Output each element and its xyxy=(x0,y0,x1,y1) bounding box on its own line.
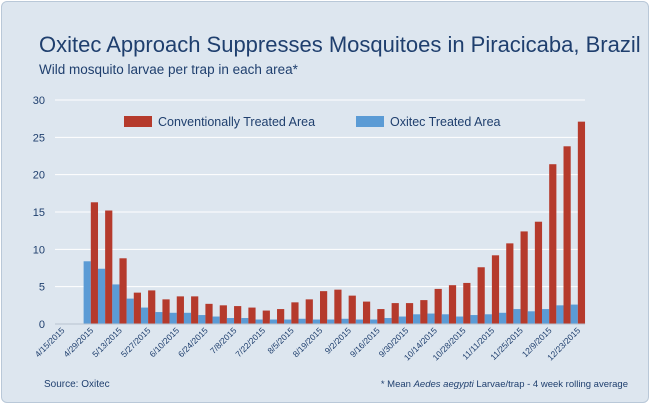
y-tick-label: 15 xyxy=(33,207,45,219)
bar-oxitec xyxy=(556,305,564,324)
bar-conventional xyxy=(491,255,500,324)
bar-oxitec xyxy=(255,319,263,324)
bar-conventional xyxy=(320,291,328,324)
bar-conventional xyxy=(563,146,571,324)
bar-conventional xyxy=(133,292,141,324)
bar-oxitec xyxy=(183,312,192,324)
footnote-species: Aedes aegypti xyxy=(413,379,474,390)
bar-conventional xyxy=(463,282,471,324)
bar-oxitec xyxy=(83,261,91,324)
bar-conventional xyxy=(248,307,256,324)
bar-oxitec xyxy=(499,312,507,324)
bar-oxitec xyxy=(284,319,292,324)
footnote: * Mean Aedes aegypti Larvae/trap - 4 wee… xyxy=(381,379,628,390)
bar-conventional xyxy=(577,121,586,324)
bar-oxitec xyxy=(456,316,464,324)
bar-conventional xyxy=(119,258,127,324)
bar-oxitec xyxy=(541,309,550,324)
bar-conventional xyxy=(205,303,213,324)
legend-label-conventional: Conventionally Treated Area xyxy=(158,115,315,129)
footnote-suffix: Larvae/trap - 4 week rolling average xyxy=(473,379,628,390)
bar-conventional xyxy=(549,164,557,324)
x-tick-label: 6/24/2015 xyxy=(176,325,210,359)
bar-conventional xyxy=(162,299,170,324)
bar-oxitec xyxy=(140,307,149,324)
x-tick-label: 4/29/2015 xyxy=(61,325,95,359)
x-tick-label: 9/16/2015 xyxy=(348,325,382,359)
chart-subtitle: Wild mosquito larvae per trap in each ar… xyxy=(39,62,298,77)
bar-oxitec xyxy=(212,316,220,324)
legend-swatch-conventional xyxy=(124,116,152,127)
bar-conventional xyxy=(448,285,457,324)
bar-conventional xyxy=(234,306,242,324)
bar-oxitec xyxy=(513,309,521,324)
bar-conventional xyxy=(391,303,399,324)
y-tick-label: 10 xyxy=(33,244,45,256)
legend-label-oxitec: Oxitec Treated Area xyxy=(390,115,501,129)
bar-conventional xyxy=(305,299,313,324)
bar-conventional xyxy=(348,295,356,324)
bar-conventional xyxy=(277,309,285,324)
bar-conventional xyxy=(520,231,528,324)
bar-oxitec xyxy=(241,318,249,324)
bar-conventional xyxy=(377,309,385,324)
bar-oxitec xyxy=(484,314,492,324)
bar-oxitec xyxy=(198,315,206,324)
bar-oxitec xyxy=(441,314,449,324)
bar-oxitec xyxy=(126,298,134,324)
source-note: Source: Oxitec xyxy=(44,379,110,390)
bar-conventional xyxy=(506,243,514,324)
bar-oxitec xyxy=(327,319,335,324)
legend-swatch-oxitec xyxy=(356,116,384,127)
bar-conventional xyxy=(105,210,113,324)
bar-conventional xyxy=(90,202,99,324)
x-tick-label: 6/10/2015 xyxy=(147,325,181,359)
bar-oxitec xyxy=(527,311,535,324)
bar-oxitec xyxy=(398,316,406,324)
y-tick-label: 20 xyxy=(33,170,45,182)
bar-oxitec xyxy=(312,319,320,324)
bar-oxitec xyxy=(226,318,235,324)
y-tick-label: 30 xyxy=(33,95,45,107)
bar-oxitec xyxy=(97,268,106,324)
y-tick-label: 0 xyxy=(39,319,45,331)
bar-conventional xyxy=(262,310,270,324)
bar-conventional xyxy=(420,300,428,324)
chart-title: Oxitec Approach Suppresses Mosquitoes in… xyxy=(39,32,641,57)
bar-conventional xyxy=(219,305,227,324)
y-tick-label: 5 xyxy=(39,282,45,294)
x-tick-label: 4/15/2015 xyxy=(33,325,67,359)
bar-conventional xyxy=(148,290,156,324)
bar-oxitec xyxy=(470,315,478,324)
bar-conventional xyxy=(362,301,371,324)
bar-oxitec xyxy=(570,304,578,324)
bar-oxitec xyxy=(427,313,435,324)
bar-conventional xyxy=(191,296,199,324)
bar-oxitec xyxy=(269,319,278,324)
bar-oxitec xyxy=(370,319,378,324)
bar-conventional xyxy=(434,288,442,324)
x-tick-label: 5/13/2015 xyxy=(90,325,124,359)
bar-conventional xyxy=(477,267,485,324)
bar-oxitec xyxy=(341,318,349,324)
bar-conventional xyxy=(176,296,184,324)
bar-oxitec xyxy=(413,314,421,324)
bar-conventional xyxy=(405,303,414,324)
bar-oxitec xyxy=(384,318,392,324)
x-tick-label: 5/27/2015 xyxy=(119,325,153,359)
bar-oxitec xyxy=(169,312,177,324)
footnote-prefix: * Mean xyxy=(380,379,414,390)
bar-oxitec xyxy=(155,312,163,324)
y-tick-label: 25 xyxy=(33,132,45,144)
x-tick-label: 8/19/2015 xyxy=(291,325,325,359)
bar-oxitec xyxy=(298,318,306,324)
bar-conventional xyxy=(534,221,543,324)
x-tick-label: 7/22/2015 xyxy=(233,325,267,359)
bar-oxitec xyxy=(112,284,120,324)
bar-conventional xyxy=(291,302,299,324)
bar-conventional xyxy=(334,289,342,324)
bar-oxitec xyxy=(355,319,363,324)
